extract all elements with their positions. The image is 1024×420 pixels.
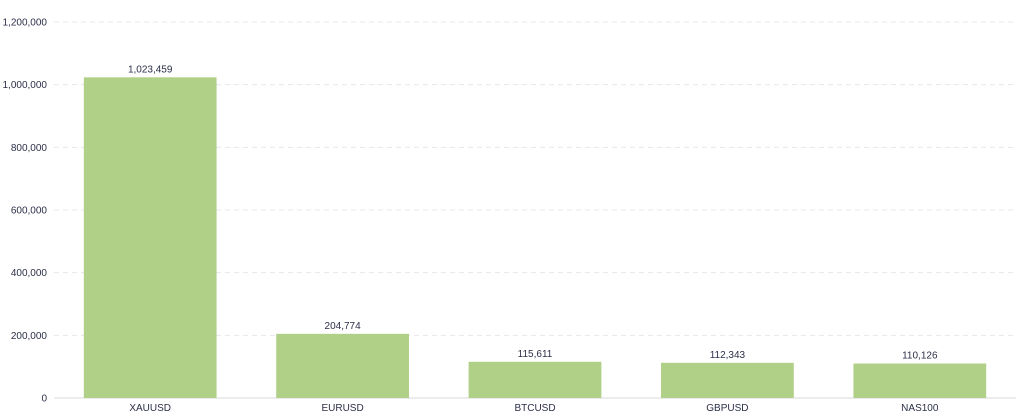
bar-btcusd[interactable] [468,361,602,398]
y-tick-label: 1,200,000 [3,18,48,29]
y-axis-ticks: 0 200,000 400,000 600,000 800,000 1,000,000 1,… [3,18,48,405]
data-label: 112,343 [710,350,746,361]
bar-eurusd[interactable] [276,333,409,398]
x-tick-label: GBPUSD [706,403,748,414]
x-tick-label: BTCUSD [514,403,555,414]
x-axis-ticks: XAUUSD EURUSD BTCUSD GBPUSD NAS100 [129,403,939,414]
x-tick-label: EURUSD [321,403,363,414]
data-label: 110,126 [902,350,938,361]
bar-gbpusd[interactable] [661,362,794,398]
y-tick-label: 0 [41,394,47,405]
y-tick-label: 400,000 [11,268,48,279]
y-tick-label: 200,000 [11,331,48,342]
bar-xauusd[interactable] [83,77,217,399]
data-labels: 1,023,459 204,774 115,611 112,343 110,126 [128,64,938,361]
data-label: 204,774 [325,321,362,332]
data-label: 115,611 [518,349,553,360]
bars [83,77,987,399]
y-tick-label: 600,000 [11,206,48,217]
bar-nas100[interactable] [853,363,987,398]
y-tick-label: 800,000 [11,143,48,154]
data-label: 1,023,459 [128,64,173,75]
x-tick-label: XAUUSD [129,403,171,414]
y-tick-label: 1,000,000 [3,80,48,91]
x-tick-label: NAS100 [901,403,939,414]
